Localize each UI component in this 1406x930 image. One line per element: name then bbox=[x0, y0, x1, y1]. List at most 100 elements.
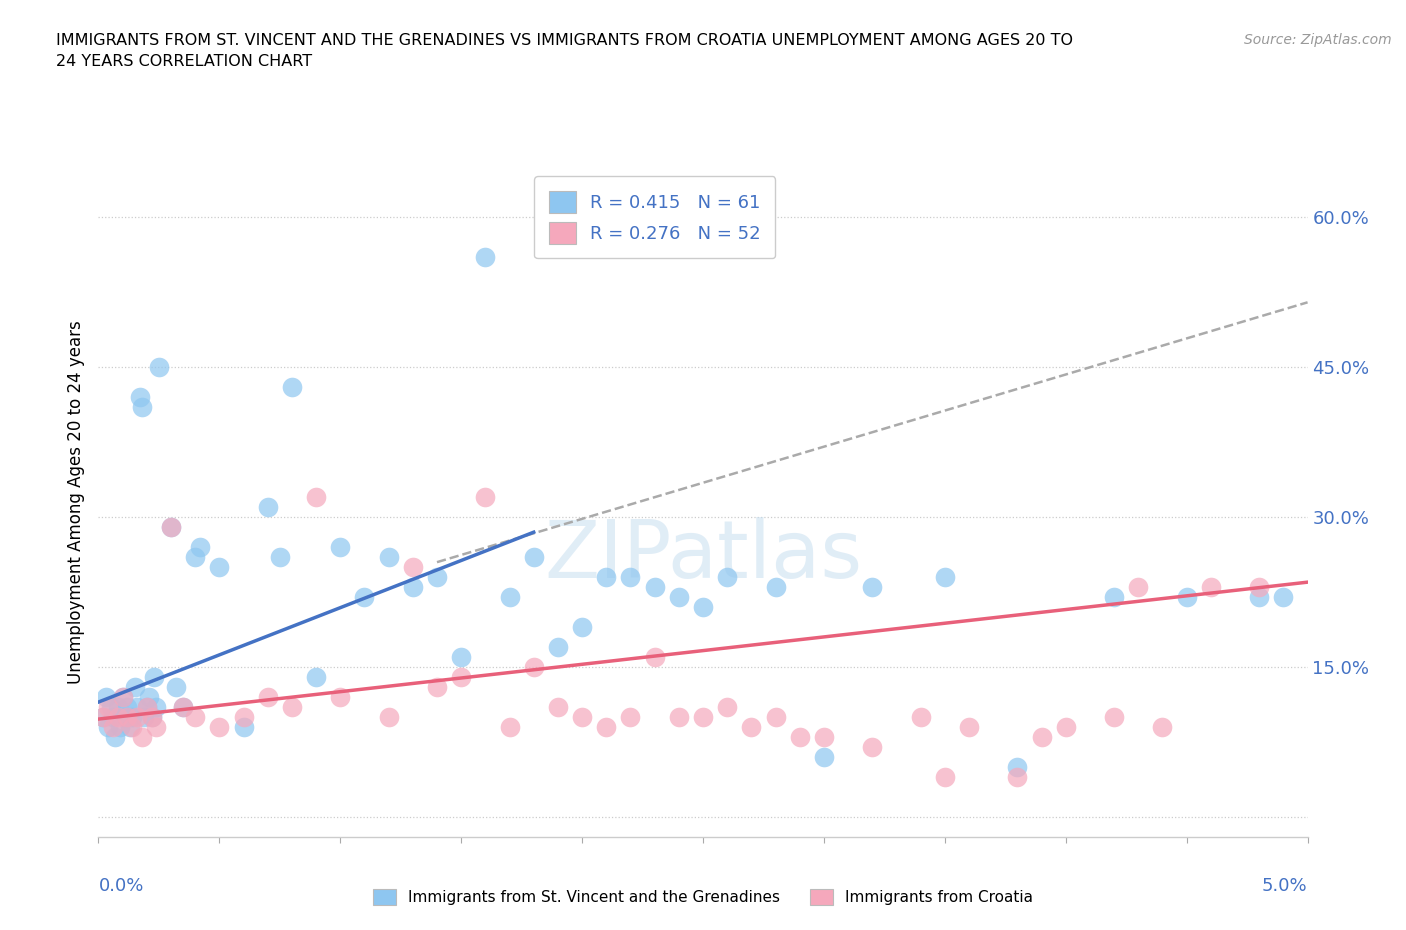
Point bbox=[143, 670, 166, 684]
Point bbox=[124, 680, 146, 695]
Point bbox=[426, 570, 449, 585]
Point bbox=[232, 710, 254, 724]
Point bbox=[138, 690, 160, 705]
Legend: Immigrants from St. Vincent and the Grenadines, Immigrants from Croatia: Immigrants from St. Vincent and the Gren… bbox=[366, 882, 1040, 913]
Point bbox=[1249, 579, 1271, 594]
Point bbox=[160, 520, 183, 535]
Point bbox=[128, 390, 150, 405]
Point bbox=[619, 710, 641, 724]
Point bbox=[450, 650, 472, 665]
Point bbox=[141, 710, 163, 724]
Text: Source: ZipAtlas.com: Source: ZipAtlas.com bbox=[1244, 33, 1392, 46]
Text: 0.0%: 0.0% bbox=[98, 877, 143, 896]
Point bbox=[1249, 590, 1271, 604]
Point bbox=[117, 710, 139, 724]
Point bbox=[127, 699, 149, 714]
Point bbox=[141, 710, 163, 724]
Point bbox=[184, 550, 207, 565]
Point bbox=[668, 710, 690, 724]
Point bbox=[377, 550, 399, 565]
Point bbox=[104, 730, 127, 745]
Point bbox=[377, 710, 399, 724]
Point bbox=[107, 699, 129, 714]
Text: ZIPatlas: ZIPatlas bbox=[544, 517, 862, 595]
Point bbox=[134, 710, 156, 724]
Point bbox=[934, 770, 956, 785]
Point bbox=[1054, 720, 1077, 735]
Legend: R = 0.415   N = 61, R = 0.276   N = 52: R = 0.415 N = 61, R = 0.276 N = 52 bbox=[534, 177, 775, 259]
Point bbox=[281, 379, 304, 394]
Point bbox=[91, 710, 114, 724]
Point bbox=[172, 699, 194, 714]
Point bbox=[91, 710, 114, 724]
Point bbox=[1199, 579, 1222, 594]
Point bbox=[1102, 710, 1125, 724]
Point bbox=[402, 560, 425, 575]
Point bbox=[860, 579, 883, 594]
Point bbox=[100, 699, 122, 714]
Point bbox=[208, 560, 231, 575]
Point bbox=[121, 720, 143, 735]
Point bbox=[208, 720, 231, 735]
Point bbox=[571, 619, 593, 634]
Point bbox=[716, 570, 738, 585]
Point bbox=[305, 490, 328, 505]
Point bbox=[1175, 590, 1198, 604]
Point bbox=[957, 720, 980, 735]
Point bbox=[256, 499, 278, 514]
Point bbox=[305, 670, 328, 684]
Point bbox=[523, 659, 546, 674]
Point bbox=[595, 570, 617, 585]
Point bbox=[172, 699, 194, 714]
Point bbox=[1272, 590, 1295, 604]
Point bbox=[1102, 590, 1125, 604]
Point bbox=[111, 690, 134, 705]
Point bbox=[1007, 770, 1029, 785]
Point bbox=[160, 520, 183, 535]
Point bbox=[644, 579, 666, 594]
Point bbox=[498, 590, 520, 604]
Point bbox=[101, 720, 124, 735]
Point bbox=[188, 539, 211, 554]
Point bbox=[108, 720, 131, 735]
Point bbox=[474, 490, 496, 505]
Text: IMMIGRANTS FROM ST. VINCENT AND THE GRENADINES VS IMMIGRANTS FROM CROATIA UNEMPL: IMMIGRANTS FROM ST. VINCENT AND THE GREN… bbox=[56, 33, 1073, 69]
Point bbox=[523, 550, 546, 565]
Point bbox=[131, 730, 153, 745]
Point bbox=[145, 699, 167, 714]
Point bbox=[165, 680, 187, 695]
Point bbox=[329, 690, 352, 705]
Point bbox=[450, 670, 472, 684]
Point bbox=[595, 720, 617, 735]
Point bbox=[118, 720, 141, 735]
Point bbox=[860, 739, 883, 754]
Point bbox=[1007, 760, 1029, 775]
Point bbox=[571, 710, 593, 724]
Point bbox=[498, 720, 520, 735]
Point bbox=[97, 720, 120, 735]
Point bbox=[692, 710, 714, 724]
Point bbox=[148, 360, 170, 375]
Point bbox=[692, 600, 714, 615]
Point bbox=[813, 730, 835, 745]
Point bbox=[402, 579, 425, 594]
Point bbox=[619, 570, 641, 585]
Point bbox=[131, 400, 153, 415]
Point bbox=[426, 680, 449, 695]
Point bbox=[101, 710, 124, 724]
Point bbox=[114, 710, 136, 724]
Point bbox=[547, 699, 569, 714]
Point bbox=[474, 250, 496, 265]
Y-axis label: Unemployment Among Ages 20 to 24 years: Unemployment Among Ages 20 to 24 years bbox=[66, 320, 84, 684]
Point bbox=[135, 699, 157, 714]
Point bbox=[145, 720, 167, 735]
Point bbox=[232, 720, 254, 735]
Point bbox=[107, 710, 129, 724]
Point bbox=[789, 730, 811, 745]
Point bbox=[547, 640, 569, 655]
Point bbox=[716, 699, 738, 714]
Point bbox=[117, 699, 139, 714]
Point bbox=[269, 550, 291, 565]
Point bbox=[329, 539, 352, 554]
Point bbox=[127, 710, 149, 724]
